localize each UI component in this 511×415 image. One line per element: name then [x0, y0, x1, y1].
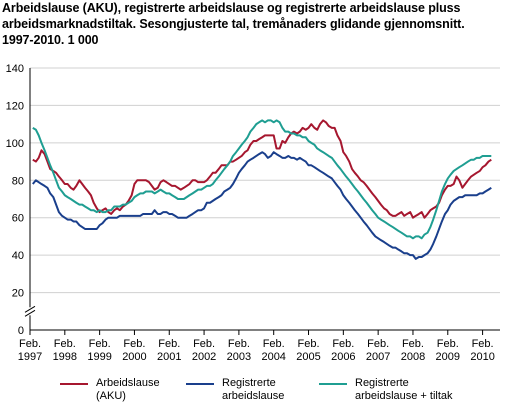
x-tick-label-2007-month: Feb.	[367, 338, 389, 350]
x-axis: Feb.1997Feb.1998Feb.1999Feb.2000Feb.2001…	[18, 329, 500, 363]
x-tick-label-1998-year: 1998	[53, 351, 77, 363]
legend-label-aku-line-1: Arbeidslause	[96, 377, 160, 389]
x-tick-label-2010-year: 2010	[470, 351, 494, 363]
legend-label-registrerte-line-2: arbeidslause	[222, 390, 285, 402]
x-tick-label-2000-month: Feb.	[123, 338, 145, 350]
x-tick-label-1999-month: Feb.	[89, 338, 111, 350]
series-line-tiltak	[32, 119, 492, 240]
legend-label-tiltak-line-1: Registrerte	[355, 377, 409, 389]
x-tick-label-2001-year: 2001	[157, 351, 181, 363]
chart-title-line-1: Arbeidslause (AKU), registrerte arbeidsl…	[2, 1, 461, 15]
legend-swatch-registrerte	[186, 383, 214, 385]
x-tick-label-2005-month: Feb.	[298, 338, 320, 350]
y-tick-label-40: 40	[12, 250, 24, 262]
x-tick-label-2005-year: 2005	[296, 351, 320, 363]
y-tick-label-20: 20	[12, 288, 24, 300]
y-axis: 0 20 40 60 80 100 120 140	[6, 63, 36, 337]
y-tick-label-60: 60	[12, 213, 24, 225]
x-tick-label-2006-year: 2006	[331, 351, 355, 363]
chart-title: Arbeidslause (AKU), registrerte arbeidsl…	[2, 0, 507, 48]
series-line-registrerte	[32, 151, 492, 260]
legend: Arbeidslause (AKU) Registrerte arbeidsla…	[0, 377, 511, 415]
x-tick-label-2008-month: Feb.	[402, 338, 424, 350]
legend-label-aku-line-2: (AKU)	[96, 390, 126, 402]
x-tick-label-1998-month: Feb.	[54, 338, 76, 350]
y-tick-label-100: 100	[6, 138, 24, 150]
y-tick-label-140: 140	[6, 63, 24, 75]
x-tick-label-2002-year: 2002	[192, 351, 216, 363]
x-tick-label-2008-year: 2008	[401, 351, 425, 363]
x-tick-label-2010-month: Feb.	[472, 338, 494, 350]
gridlines	[30, 67, 500, 294]
legend-label-tiltak: Registrerte arbeidslause + tiltak	[355, 377, 453, 403]
legend-swatch-aku	[60, 383, 88, 385]
x-tick-label-2006-month: Feb.	[332, 338, 354, 350]
y-tick-label-120: 120	[6, 100, 24, 112]
x-tick-label-2003-month: Feb.	[228, 338, 250, 350]
series-lines	[32, 119, 492, 260]
x-tick-label-2007-year: 2007	[366, 351, 390, 363]
legend-label-aku: Arbeidslause (AKU)	[96, 377, 160, 403]
x-tick-label-2004-month: Feb.	[263, 338, 285, 350]
x-tick-label-2000-year: 2000	[122, 351, 146, 363]
legend-swatch-tiltak	[319, 383, 347, 385]
legend-label-registrerte-line-1: Registrerte	[222, 377, 276, 389]
x-tick-label-2009-year: 2009	[436, 351, 460, 363]
x-tick-label-2009-month: Feb.	[437, 338, 459, 350]
x-tick-label-1999-year: 1999	[87, 351, 111, 363]
legend-label-tiltak-line-2: arbeidslause + tiltak	[355, 390, 453, 402]
x-tick-label-2001-month: Feb.	[158, 338, 180, 350]
legend-label-registrerte: Registrerte arbeidslause	[222, 377, 284, 403]
series-line-aku	[32, 119, 492, 219]
x-tick-label-2002-month: Feb.	[193, 338, 215, 350]
y-tick-label-80: 80	[12, 175, 24, 187]
x-tick-label-2004-year: 2004	[261, 351, 285, 363]
x-tick-label-1997-year: 1997	[18, 351, 42, 363]
chart-title-line-3: 1997-2010. 1 000	[2, 33, 99, 47]
chart-title-line-2: arbeidsmarknadstiltak. Sesongjusterte ta…	[2, 17, 465, 31]
y-tick-label-0: 0	[18, 325, 24, 337]
axis-break-gap	[25, 307, 35, 316]
axis-break-mark-2	[24, 309, 36, 317]
x-tick-label-2003-year: 2003	[227, 351, 251, 363]
x-tick-label-1997-month: Feb.	[19, 338, 41, 350]
axis-break-mark-1	[24, 305, 36, 313]
